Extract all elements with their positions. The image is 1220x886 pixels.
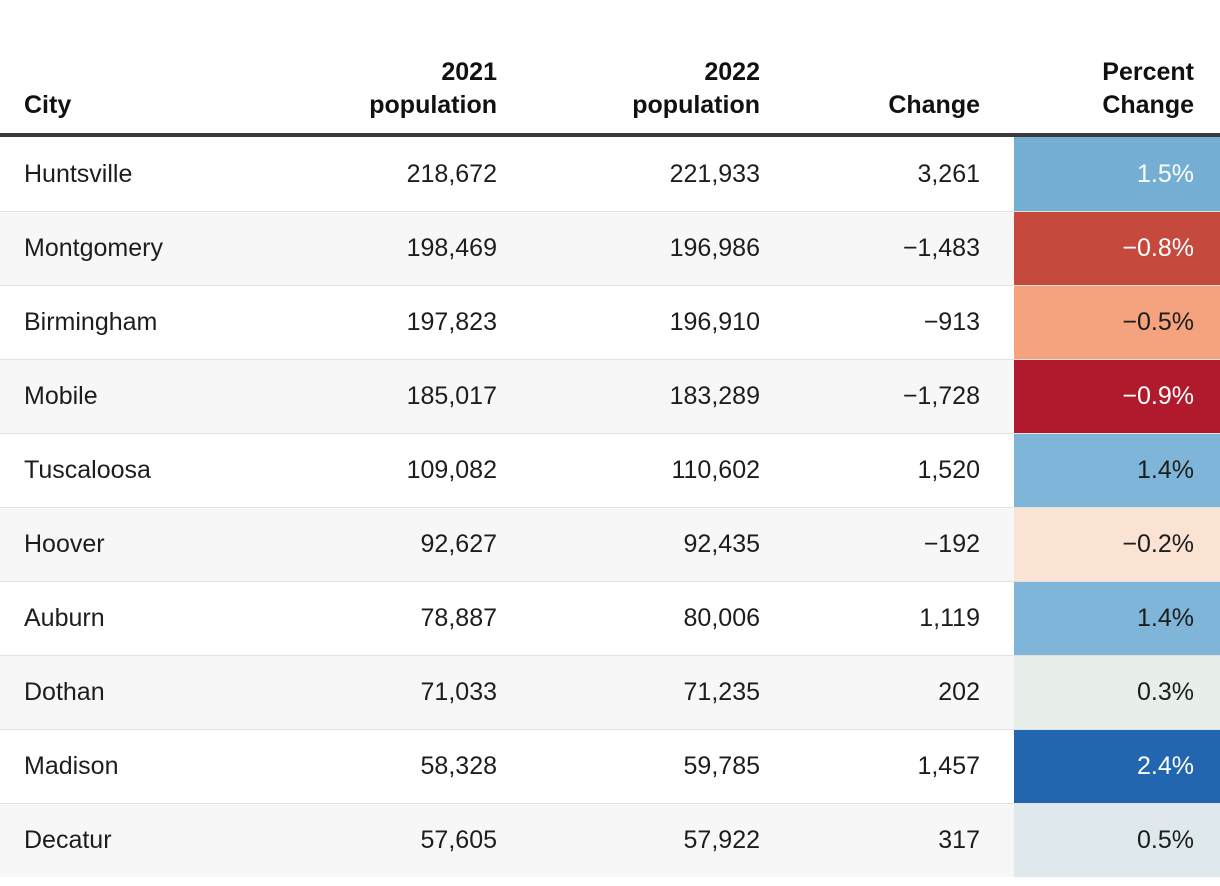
cell-2022-population: 110,602 (671, 456, 760, 484)
col-header-2021-line2: population (369, 90, 497, 119)
cell-2022-population: 183,289 (669, 382, 760, 410)
cell-2022-population: 196,910 (669, 308, 760, 336)
table-row: Madison 58,328 59,785 1,457 2.4% (0, 729, 1220, 803)
col-header-2021-population: 2021 population (314, 56, 497, 121)
cell-2022-population: 71,235 (683, 678, 760, 706)
cell-2021-population: 218,672 (406, 159, 497, 188)
col-header-2021-line1: 2021 (441, 58, 497, 86)
table-header-row: City 2021 population 2022 population Cha… (0, 0, 1220, 137)
cell-2022-population: 59,785 (683, 752, 760, 780)
cell-city: Madison (24, 752, 119, 780)
cell-city: Huntsville (24, 159, 133, 188)
cell-change: 3,261 (917, 159, 980, 188)
cell-2021-population: 198,469 (406, 234, 497, 262)
cell-change: −192 (923, 530, 980, 558)
table-row: Mobile 185,017 183,289 −1,728 −0.9% (0, 359, 1220, 433)
col-header-change: Change (888, 90, 980, 119)
col-header-percent-line1: Percent (1102, 58, 1194, 86)
cell-2022-population: 57,922 (683, 826, 760, 854)
cell-change: −913 (923, 308, 980, 336)
table-row: Montgomery 198,469 196,986 −1,483 −0.8% (0, 211, 1220, 285)
col-header-city: City (24, 90, 72, 119)
cell-city: Mobile (24, 382, 98, 410)
cell-2022-population: 92,435 (683, 530, 760, 558)
col-header-2022-population: 2022 population (497, 56, 760, 121)
cell-change: 1,520 (917, 456, 980, 484)
cell-percent-change: 1.4% (1014, 434, 1220, 507)
cell-2022-population: 221,933 (669, 159, 760, 188)
cell-percent-change: −0.9% (1014, 360, 1220, 433)
cell-2021-population: 71,033 (420, 678, 497, 706)
cell-city: Montgomery (24, 234, 163, 262)
table-row: Decatur 57,605 57,922 317 0.5% (0, 803, 1220, 877)
cell-percent-change: 0.3% (1014, 656, 1220, 729)
cell-change: 202 (938, 678, 980, 706)
table-body: Huntsville 218,672 221,933 3,261 1.5% Montgom… (0, 137, 1220, 877)
col-header-percent-line2: Change (1102, 90, 1194, 119)
cell-2021-population: 58,328 (420, 752, 497, 780)
cell-2021-population: 109,082 (406, 456, 497, 484)
cell-2021-population: 197,823 (406, 308, 497, 336)
cell-change: −1,728 (902, 382, 980, 410)
table-row: Hoover 92,627 92,435 −192 −0.2% (0, 507, 1220, 581)
table-row: Birmingham 197,823 196,910 −913 −0.5% (0, 285, 1220, 359)
cell-city: Hoover (24, 530, 105, 558)
cell-city: Decatur (24, 826, 112, 854)
cell-change: −1,483 (902, 234, 980, 262)
cell-2021-population: 92,627 (420, 530, 497, 558)
cell-city: Birmingham (24, 308, 158, 336)
cell-city: Tuscaloosa (24, 456, 151, 484)
table-row: Huntsville 218,672 221,933 3,261 1.5% (0, 137, 1220, 211)
table-row: Auburn 78,887 80,006 1,119 1.4% (0, 581, 1220, 655)
cell-2022-population: 80,006 (683, 604, 760, 632)
table-row: Tuscaloosa 109,082 110,602 1,520 1.4% (0, 433, 1220, 507)
cell-percent-change: 2.4% (1014, 730, 1220, 803)
cell-city: Dothan (24, 678, 105, 706)
cell-percent-change: 1.5% (1014, 137, 1220, 211)
cell-percent-change: −0.5% (1014, 286, 1220, 359)
table-row: Dothan 71,033 71,235 202 0.3% (0, 655, 1220, 729)
cell-percent-change: 0.5% (1014, 804, 1220, 877)
cell-2021-population: 78,887 (420, 604, 497, 632)
cell-change: 317 (938, 826, 980, 854)
cell-2021-population: 57,605 (420, 826, 497, 854)
col-header-2022-line2: population (632, 90, 760, 119)
cell-percent-change: −0.8% (1014, 212, 1220, 285)
cell-change: 1,119 (919, 604, 980, 632)
cell-percent-change: 1.4% (1014, 582, 1220, 655)
col-header-percent-change: Percent Change (1014, 56, 1220, 121)
cell-2022-population: 196,986 (669, 234, 760, 262)
cell-percent-change: −0.2% (1014, 508, 1220, 581)
cell-2021-population: 185,017 (406, 382, 497, 410)
cell-change: 1,457 (917, 752, 980, 780)
col-header-2022-line1: 2022 (704, 58, 760, 86)
cell-city: Auburn (24, 604, 105, 632)
